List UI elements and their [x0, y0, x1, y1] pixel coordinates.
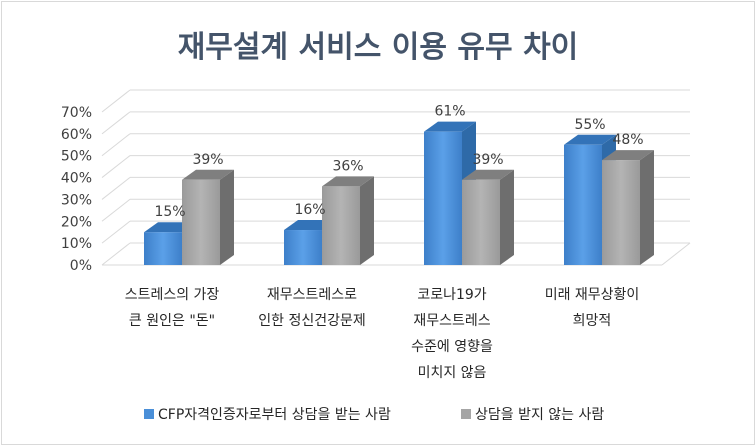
legend-label-cfp: CFP자격인증자로부터 상담을 받는 사람	[158, 407, 391, 423]
y-tick-label: 40%	[61, 171, 92, 187]
data-label: 61%	[434, 104, 465, 120]
y-tick-label: 70%	[61, 105, 92, 121]
chart-title: 재무설계 서비스 이용 유무 차이	[178, 30, 579, 65]
bar-side	[220, 169, 234, 265]
gridline-side	[101, 198, 131, 222]
category-label: 큰 원인은 "돈"	[129, 313, 215, 329]
bar	[424, 121, 476, 266]
category-label: 미래 재무상황이	[545, 287, 640, 303]
bar-front	[564, 144, 602, 265]
bar-top	[564, 134, 616, 145]
bar-front	[322, 186, 360, 265]
y-tick-label: 60%	[61, 127, 92, 143]
bar-front	[144, 232, 182, 265]
category-label: 스트레스의 가장	[125, 287, 220, 303]
y-tick-label: 30%	[61, 192, 92, 208]
bar-top	[182, 169, 234, 180]
gridline-side	[101, 242, 131, 266]
bar-front	[182, 179, 220, 265]
bar-front	[602, 160, 640, 265]
gridline-side	[101, 89, 131, 113]
y-tick-label: 0%	[70, 258, 92, 274]
bar-side	[500, 169, 514, 265]
bar	[322, 176, 374, 265]
y-tick-label: 50%	[61, 149, 92, 165]
gridline-side	[101, 177, 131, 200]
data-label: 39%	[192, 152, 223, 168]
bar-front	[424, 131, 462, 265]
bar-top	[424, 121, 476, 132]
category-label: 수준에 영향을	[411, 339, 493, 355]
bar	[182, 169, 234, 265]
data-label: 39%	[472, 152, 503, 168]
gridline-side	[101, 220, 131, 244]
bar-front	[284, 230, 322, 265]
bar	[462, 169, 514, 265]
category-label: 코로나19가	[417, 287, 486, 303]
bar-front	[462, 179, 500, 265]
bar-top	[322, 176, 374, 187]
bar-side	[360, 176, 374, 265]
y-tick-label: 20%	[61, 214, 92, 230]
data-label: 55%	[574, 117, 605, 133]
category-label: 인한 정신건강문제	[258, 313, 366, 329]
category-label: 희망적	[573, 313, 612, 329]
bars	[144, 121, 654, 266]
floor-edge	[661, 242, 691, 266]
bar-side	[640, 150, 654, 265]
bar-top	[462, 169, 514, 180]
bar	[602, 150, 654, 265]
data-label: 48%	[612, 132, 643, 148]
legend: CFP자격인증자로부터 상담을 받는 사람 상담을 받지 않는 사람	[144, 407, 604, 423]
category-label: 재무스트레스	[413, 313, 490, 329]
y-tick-label: 10%	[61, 236, 92, 252]
category-label: 미치지 않음	[418, 365, 487, 381]
gridline-side	[101, 155, 131, 178]
y-axis: 0% 10% 20% 30% 40% 50% 60% 70%	[61, 105, 92, 274]
bar-top	[602, 150, 654, 161]
legend-swatch-cfp	[144, 409, 154, 419]
gridline-side	[101, 133, 131, 157]
data-label: 15%	[154, 204, 185, 220]
legend-swatch-no-consult	[461, 409, 471, 419]
data-labels: 15% 39% 16% 36% 61% 39% 55% 48%	[154, 104, 643, 221]
gridline-side	[101, 111, 131, 135]
legend-label-no-consult: 상담을 받지 않는 사람	[475, 407, 604, 423]
category-label: 재무스트레스로	[267, 287, 357, 303]
data-label: 36%	[332, 158, 363, 174]
data-label: 16%	[294, 202, 325, 218]
